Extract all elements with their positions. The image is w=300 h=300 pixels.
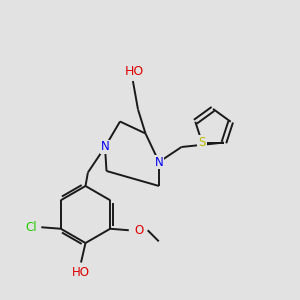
Text: HO: HO [125, 65, 144, 78]
Text: HO: HO [72, 266, 90, 280]
Text: O: O [134, 224, 143, 237]
Text: N: N [154, 155, 164, 169]
Text: N: N [100, 140, 109, 154]
Text: S: S [198, 136, 206, 149]
Text: Cl: Cl [25, 221, 37, 234]
